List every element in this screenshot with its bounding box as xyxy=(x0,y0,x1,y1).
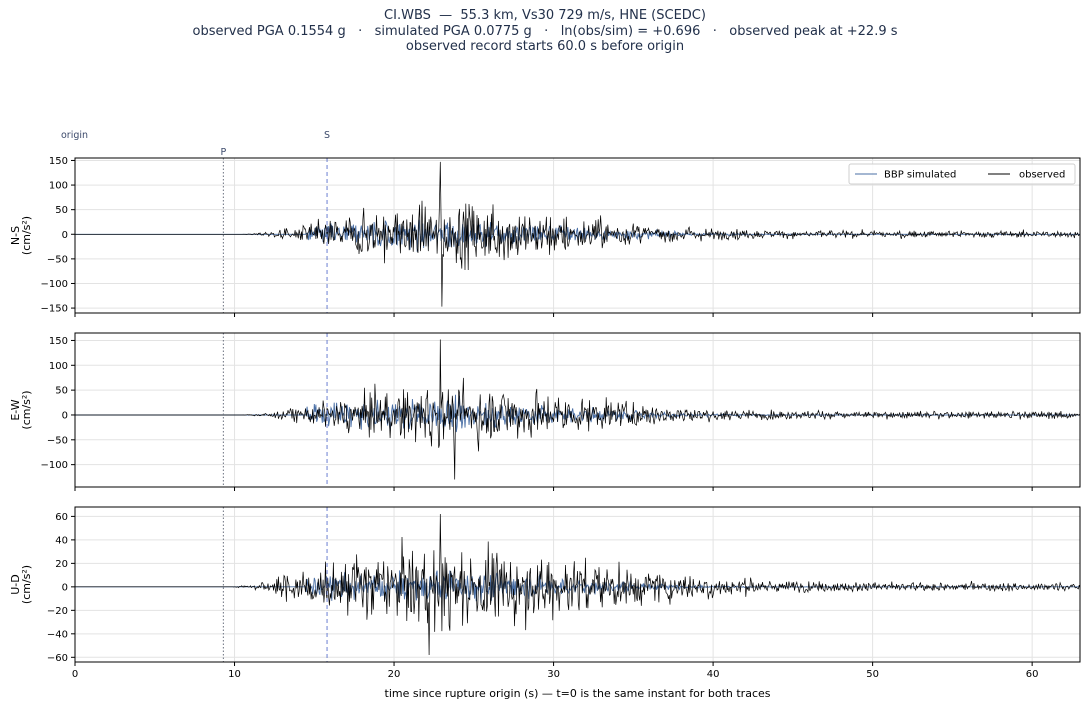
y-axis-label-component: N-S xyxy=(9,226,22,245)
y-tick-label: 50 xyxy=(55,386,68,397)
y-tick-label: 100 xyxy=(49,181,68,192)
y-tick-label: −50 xyxy=(47,435,68,446)
title-line-3: observed record starts 60.0 s before ori… xyxy=(405,39,685,54)
x-tick-label: 30 xyxy=(547,669,560,680)
y-axis-label: E-W(cm/s²) xyxy=(9,390,33,429)
y-tick-label: 150 xyxy=(49,156,68,167)
y-tick-label: 20 xyxy=(55,559,68,570)
legend: BBP simulated observed xyxy=(848,163,1076,185)
y-axis-label: N-S(cm/s²) xyxy=(9,216,33,255)
chart-title: CI.WBS — 55.3 km, Vs30 729 m/s, HNE (SCE… xyxy=(0,8,1090,55)
y-axis-label-unit: (cm/s²) xyxy=(20,565,33,604)
y-tick-label: −60 xyxy=(47,653,68,664)
y-tick-label: −20 xyxy=(47,606,68,617)
legend-label-simulated: BBP simulated xyxy=(884,170,956,181)
y-tick-label: −50 xyxy=(47,254,68,265)
simulated-trace xyxy=(75,394,1080,433)
y-tick-label: −40 xyxy=(47,629,68,640)
x-axis-label: time since rupture origin (s) — t=0 is t… xyxy=(385,687,771,700)
y-tick-label: 0 xyxy=(62,410,68,421)
panel-1: 150 100 50 0 −50 −100 −150 N-S(cm/s²) xyxy=(9,156,1081,317)
title-line-1: CI.WBS — 55.3 km, Vs30 729 m/s, HNE (SCE… xyxy=(384,8,706,23)
panel-frame xyxy=(74,332,1081,488)
observed-trace xyxy=(75,513,1080,656)
title-line-2: observed PGA 0.1554 g · simulated PGA 0.… xyxy=(192,23,898,39)
y-tick-label: 50 xyxy=(55,205,68,216)
y-tick-label: 0 xyxy=(62,230,68,241)
panel-frame xyxy=(74,506,1081,663)
observed-trace xyxy=(75,161,1080,307)
marker-label-origin: origin xyxy=(61,130,88,141)
marker-label-s: S xyxy=(324,130,330,141)
observed-trace xyxy=(75,339,1080,480)
trace-group xyxy=(75,161,1080,307)
y-tick-label: 60 xyxy=(55,512,68,523)
x-tick-label: 20 xyxy=(388,669,401,680)
y-axis-label-component: U-D xyxy=(9,574,22,595)
panel-frame xyxy=(74,157,1081,314)
legend-label-observed: observed xyxy=(1019,170,1065,181)
y-tick-label: 100 xyxy=(49,361,68,372)
trace-group xyxy=(75,513,1080,656)
y-tick-label: −100 xyxy=(41,279,68,290)
legend-box xyxy=(848,163,1076,185)
y-axis-label-unit: (cm/s²) xyxy=(20,216,33,255)
x-tick-label: 50 xyxy=(866,669,879,680)
y-axis-label-component: E-W xyxy=(9,399,22,420)
y-tick-label: 0 xyxy=(62,582,68,593)
x-tick-label: 40 xyxy=(707,669,720,680)
trace-group xyxy=(75,339,1080,480)
marker-label-p: P xyxy=(220,147,226,158)
x-tick-label: 60 xyxy=(1026,669,1039,680)
panel-2: 150 100 50 0 −50 −100 E-W(cm/s²) xyxy=(9,332,1081,491)
y-tick-label: 40 xyxy=(55,535,68,546)
x-tick-label: 10 xyxy=(228,669,241,680)
y-axis-label: U-D(cm/s²) xyxy=(9,565,33,604)
panel-3: 60 40 20 0 −20 −40 −60 0 10 20 30 40 50 60 U-D(cm/s²) xyxy=(9,506,1081,680)
y-axis-label-unit: (cm/s²) xyxy=(20,390,33,429)
y-tick-label: 150 xyxy=(49,336,68,347)
x-tick-label: 0 xyxy=(72,669,78,680)
y-tick-label: −100 xyxy=(41,460,68,471)
y-tick-label: −150 xyxy=(41,304,68,315)
